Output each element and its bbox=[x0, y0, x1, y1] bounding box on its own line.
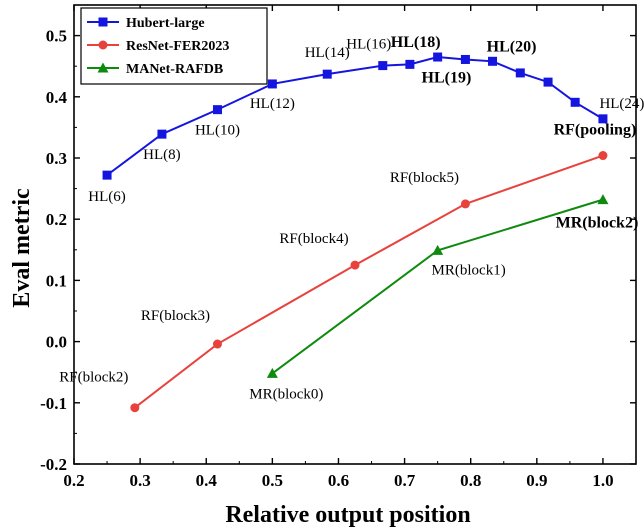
data-point bbox=[322, 69, 332, 79]
series-manet-rafdb bbox=[266, 194, 609, 378]
point-label: HL(19) bbox=[422, 69, 472, 86]
y-tick-label: 0.0 bbox=[46, 333, 67, 352]
x-axis-title: Relative output position bbox=[225, 502, 470, 527]
y-tick-label: -0.2 bbox=[40, 455, 67, 474]
y-tick-label: 0.2 bbox=[46, 210, 67, 229]
axes-layer: 0.2 0.3 0.4 0.5 0.6 0.7 0.8 0.9 1.0 -0.2 -0.1 0.0 0.… bbox=[40, 4, 637, 490]
y-tick-label: 0.3 bbox=[46, 149, 67, 168]
data-point bbox=[460, 54, 470, 64]
point-label: HL(14) bbox=[305, 45, 350, 61]
y-tick-label: -0.1 bbox=[40, 394, 67, 413]
data-point bbox=[570, 97, 580, 107]
point-label: HL(8) bbox=[143, 147, 181, 163]
data-point bbox=[350, 260, 360, 270]
x-tick-label: 0.5 bbox=[262, 471, 283, 490]
data-point bbox=[433, 52, 443, 62]
legend-label: MANet-RAFDB bbox=[126, 62, 223, 77]
data-point bbox=[102, 170, 112, 180]
data-point bbox=[212, 105, 222, 115]
point-label: RF(block2) bbox=[59, 370, 128, 386]
x-tick-label: 0.8 bbox=[460, 471, 481, 490]
legend: Hubert-large ResNet-FER2023 MANet-RAFDB bbox=[80, 7, 268, 85]
y-tick-label: 0.1 bbox=[46, 271, 67, 290]
x-tick-label: 0.4 bbox=[196, 471, 218, 490]
point-label: HL(16) bbox=[346, 37, 391, 53]
data-point bbox=[157, 129, 167, 139]
legend-marker bbox=[98, 17, 108, 27]
data-point bbox=[598, 114, 608, 124]
legend-marker bbox=[97, 62, 109, 73]
series-hubert-large bbox=[102, 52, 608, 180]
series-layer bbox=[102, 52, 609, 413]
point-label: RF(block5) bbox=[390, 170, 459, 186]
data-point bbox=[543, 77, 553, 87]
y-axis-title: Eval metric bbox=[9, 188, 35, 308]
point-label: RF(pooling) bbox=[554, 122, 637, 139]
point-label: RF(block3) bbox=[141, 308, 210, 324]
data-point bbox=[460, 199, 470, 209]
data-point bbox=[267, 79, 277, 89]
x-tick-label: 0.7 bbox=[394, 471, 416, 490]
series-resnet-fer2023 bbox=[130, 151, 608, 413]
data-point bbox=[515, 68, 525, 78]
point-label: HL(12) bbox=[250, 96, 295, 112]
data-point bbox=[405, 59, 415, 69]
data-point bbox=[378, 61, 388, 71]
point-label: HL(6) bbox=[88, 189, 126, 205]
data-point bbox=[266, 367, 278, 378]
point-label: HL(18) bbox=[391, 34, 441, 51]
data-point bbox=[212, 339, 222, 349]
point-label: MR(block0) bbox=[249, 386, 323, 402]
data-point bbox=[432, 244, 444, 255]
y-tick-label: 0.5 bbox=[46, 27, 67, 46]
point-label: RF(block4) bbox=[279, 231, 348, 247]
x-tick-label: 1.0 bbox=[592, 471, 613, 490]
plot-frame bbox=[73, 4, 637, 465]
legend-marker bbox=[98, 40, 108, 50]
y-tick-label: 0.4 bbox=[46, 88, 68, 107]
x-tick-label: 0.2 bbox=[63, 471, 84, 490]
data-point bbox=[597, 194, 609, 205]
point-label: HL(24) bbox=[599, 96, 644, 112]
data-point bbox=[130, 403, 140, 413]
point-label: MR(block2) bbox=[556, 215, 639, 232]
series-line bbox=[134, 154, 604, 409]
data-point bbox=[488, 56, 498, 66]
point-label-layer: HL(6) HL(8) HL(10) HL(12) HL(14)HL(16) HL(18)… bbox=[59, 34, 644, 402]
point-label: HL(10) bbox=[195, 123, 240, 139]
x-tick-label: 0.6 bbox=[328, 471, 349, 490]
legend-label: Hubert-large bbox=[126, 16, 205, 31]
data-point bbox=[598, 151, 608, 161]
series-line bbox=[271, 198, 604, 375]
x-tick-label: 0.3 bbox=[129, 471, 150, 490]
point-label: HL(20) bbox=[487, 38, 537, 55]
point-label: MR(block1) bbox=[432, 262, 506, 278]
series-line bbox=[106, 56, 604, 176]
legend-label: ResNet-FER2023 bbox=[126, 39, 229, 54]
x-tick-label: 0.9 bbox=[526, 471, 547, 490]
